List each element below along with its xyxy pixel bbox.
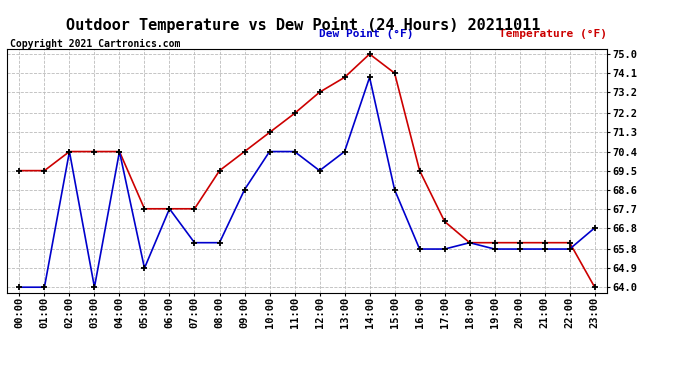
Text: Copyright 2021 Cartronics.com: Copyright 2021 Cartronics.com bbox=[10, 39, 181, 50]
Text: Outdoor Temperature vs Dew Point (24 Hours) 20211011: Outdoor Temperature vs Dew Point (24 Hou… bbox=[66, 17, 541, 33]
Text: Dew Point (°F): Dew Point (°F) bbox=[319, 29, 413, 39]
Text: Temperature (°F): Temperature (°F) bbox=[499, 29, 607, 39]
